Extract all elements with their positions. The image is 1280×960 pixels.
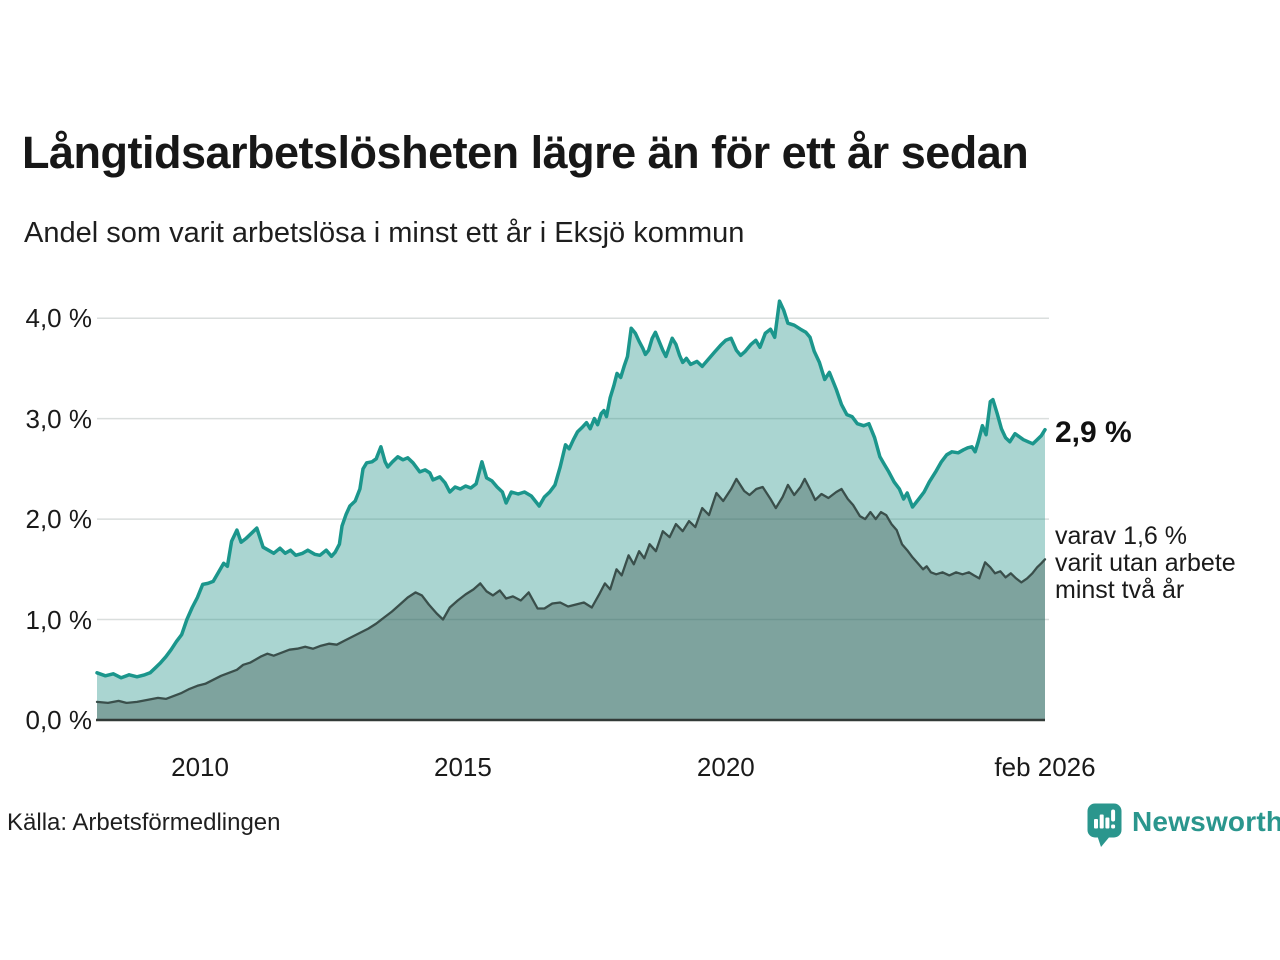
end-value-label-total: 2,9 %: [1055, 416, 1132, 449]
y-tick-label: 4,0 %: [25, 303, 93, 334]
brand-name: Newsworthy: [1132, 806, 1280, 837]
page-title: Långtidsarbetslösheten lägre än för ett …: [22, 127, 1029, 178]
subset-label-line: varav 1,6 %: [1055, 522, 1188, 550]
chart-subtitle: Andel som varit arbetslösa i minst ett å…: [24, 217, 745, 249]
x-tick-label: 2020: [696, 752, 755, 782]
source-credit: Källa: Arbetsförmedlingen: [7, 809, 281, 836]
x-tick-label: 2010: [171, 752, 229, 782]
newsworthy-logo-icon: [1087, 803, 1122, 847]
line-series-1: [95, 477, 1047, 705]
brand-logo: Newsworthy: [1087, 803, 1280, 847]
y-tick-label: 3,0 %: [25, 403, 93, 434]
x-tick-label: feb 2026: [994, 752, 1096, 782]
x-tick-label: 2015: [434, 752, 492, 782]
end-value-label-subset: varav 1,6 % varit utan arbete minst två …: [1055, 523, 1236, 604]
line-series-0: [95, 299, 1047, 680]
y-tick-label: 0,0 %: [25, 705, 93, 735]
area-series-0: [97, 301, 1045, 720]
y-tick-label: 1,0 %: [25, 604, 93, 635]
area-series-1: [97, 478, 1045, 720]
subset-label-line: varit utan arbete: [1055, 549, 1236, 577]
subset-label-line: minst två år: [1055, 576, 1185, 604]
y-tick-label: 2,0 %: [25, 504, 93, 535]
